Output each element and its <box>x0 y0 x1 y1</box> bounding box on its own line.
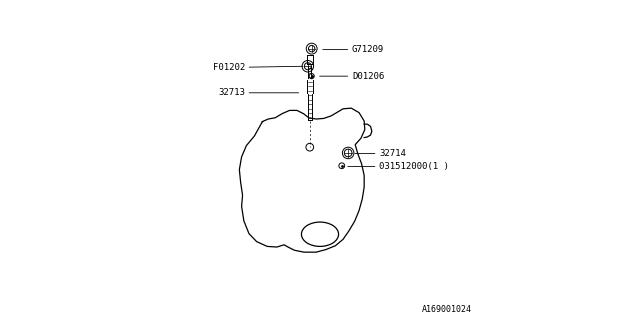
Text: G71209: G71209 <box>352 45 384 54</box>
Text: 32713: 32713 <box>218 88 245 97</box>
Text: 32714: 32714 <box>380 149 406 158</box>
Text: A169001024: A169001024 <box>422 305 472 314</box>
Text: 031512000(1 ): 031512000(1 ) <box>380 162 449 171</box>
Text: D01206: D01206 <box>352 72 384 81</box>
Text: F01202: F01202 <box>212 63 245 72</box>
